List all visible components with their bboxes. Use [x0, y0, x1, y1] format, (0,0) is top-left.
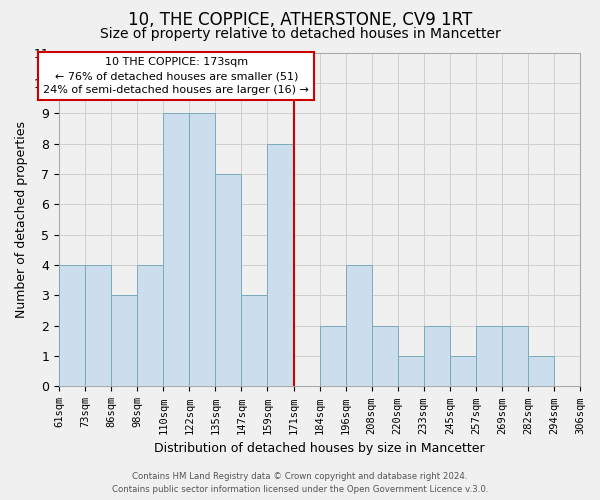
Bar [137, 265, 163, 386]
Text: Size of property relative to detached houses in Mancetter: Size of property relative to detached ho… [100, 27, 500, 41]
Bar [215, 174, 241, 386]
Bar [320, 326, 346, 386]
Bar [190, 113, 215, 386]
Bar [476, 326, 502, 386]
Text: Contains HM Land Registry data © Crown copyright and database right 2024.
Contai: Contains HM Land Registry data © Crown c… [112, 472, 488, 494]
Y-axis label: Number of detached properties: Number of detached properties [15, 121, 28, 318]
Text: 10, THE COPPICE, ATHERSTONE, CV9 1RT: 10, THE COPPICE, ATHERSTONE, CV9 1RT [128, 11, 472, 29]
Bar [450, 356, 476, 386]
Bar [528, 356, 554, 386]
X-axis label: Distribution of detached houses by size in Mancetter: Distribution of detached houses by size … [154, 442, 485, 455]
Bar [398, 356, 424, 386]
Bar [346, 265, 371, 386]
Bar [241, 296, 268, 386]
Bar [59, 265, 85, 386]
Bar [268, 144, 293, 386]
Bar [85, 265, 111, 386]
Bar [424, 326, 450, 386]
Bar [371, 326, 398, 386]
Bar [163, 113, 190, 386]
Text: 10 THE COPPICE: 173sqm
← 76% of detached houses are smaller (51)
24% of semi-det: 10 THE COPPICE: 173sqm ← 76% of detached… [43, 57, 309, 95]
Bar [111, 296, 137, 386]
Bar [502, 326, 528, 386]
